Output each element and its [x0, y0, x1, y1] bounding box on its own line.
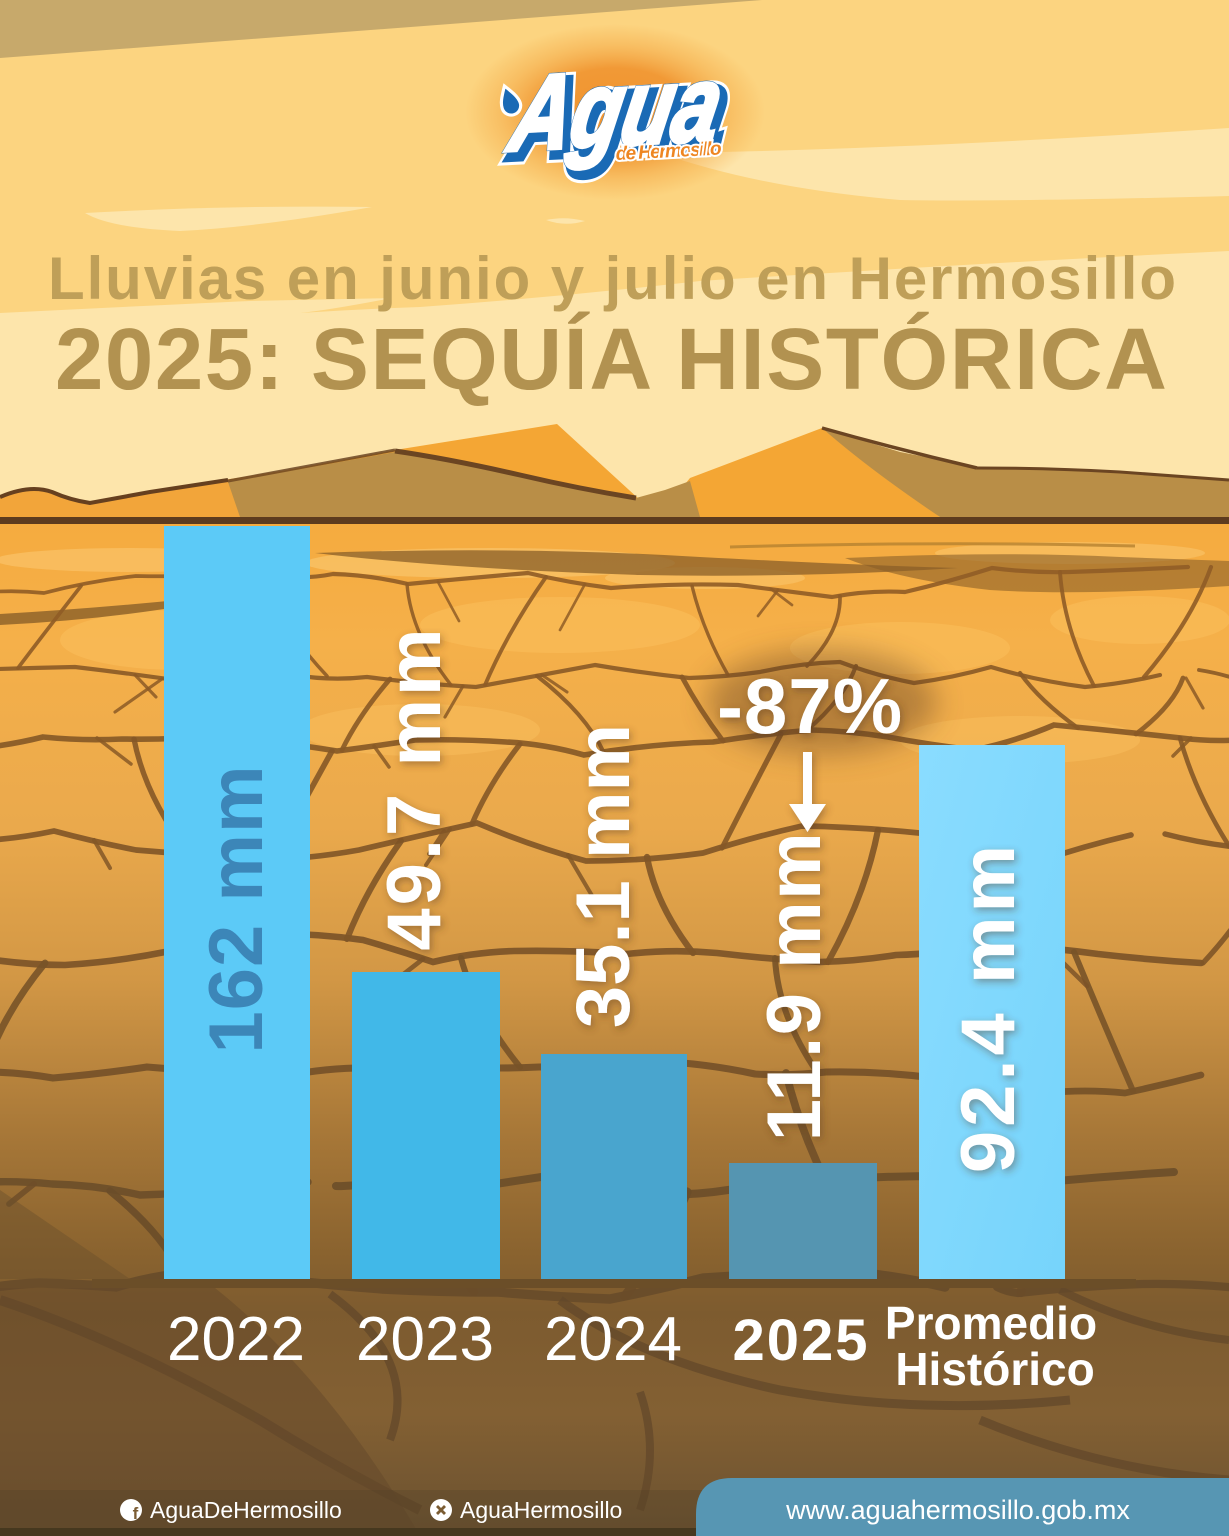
svg-text:2025: SEQUÍA HISTÓRICA: 2025: SEQUÍA HISTÓRICA [55, 311, 1167, 408]
svg-text:AguaDeHermosillo: AguaDeHermosillo [150, 1497, 342, 1523]
svg-text:162 mm: 162 mm [194, 764, 279, 1053]
svg-text:49.7 mm: 49.7 mm [372, 625, 457, 950]
svg-text:2025: 2025 [732, 1308, 869, 1373]
svg-text:Agua: Agua [500, 43, 731, 174]
svg-text:de Hermosillo: de Hermosillo [615, 138, 722, 165]
svg-text:2023: 2023 [356, 1305, 494, 1374]
svg-text:35.1 mm: 35.1 mm [561, 724, 646, 1028]
svg-text:2024: 2024 [544, 1305, 682, 1374]
svg-text:f: f [133, 1504, 139, 1523]
svg-text:Histórico: Histórico [895, 1343, 1094, 1395]
svg-text:Agua: Agua [500, 43, 731, 174]
svg-text:Promedio: Promedio [885, 1297, 1097, 1349]
svg-text:Agua: Agua [505, 49, 736, 180]
svg-text:92.4 mm: 92.4 mm [946, 841, 1031, 1173]
svg-text:-87%: -87% [717, 662, 903, 750]
svg-text:2022: 2022 [167, 1305, 305, 1374]
svg-text:Lluvias en junio y julio en He: Lluvias en junio y julio en Hermosillo [48, 245, 1176, 312]
svg-text:Agua: Agua [505, 49, 736, 180]
svg-text:www.aguahermosillo.gob.mx: www.aguahermosillo.gob.mx [785, 1495, 1130, 1525]
svg-text:11.9 mm: 11.9 mm [752, 831, 837, 1142]
svg-text:AguaHermosillo: AguaHermosillo [460, 1497, 622, 1523]
